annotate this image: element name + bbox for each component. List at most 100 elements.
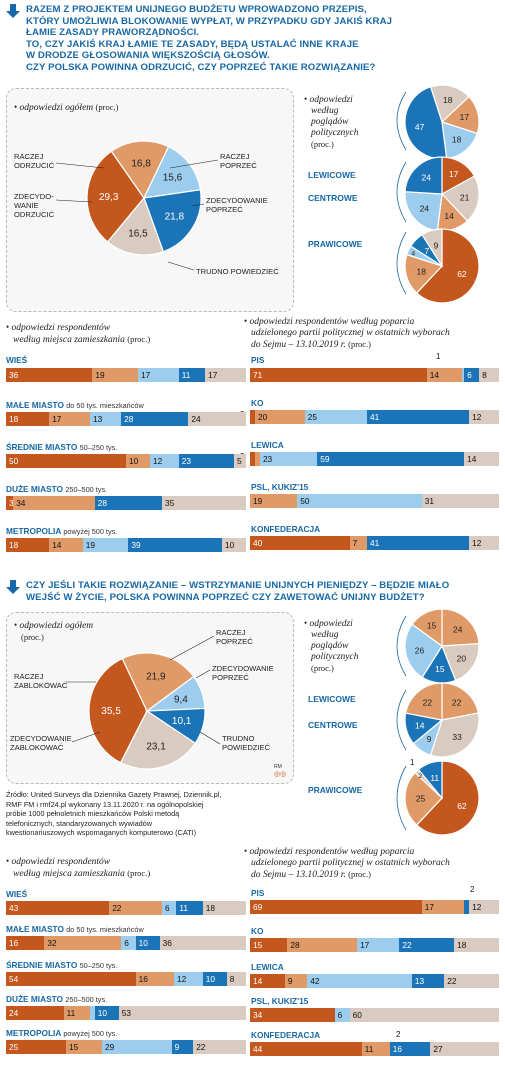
q1-residence-segment: 10	[126, 454, 150, 468]
q2-cat-wies: WIEŚ	[6, 889, 28, 899]
q1-label-zdecydowanie-odrzucic: ZDECYDO- WANIE ODRZUCIĆ	[14, 192, 55, 219]
q1-party-segment	[250, 410, 255, 424]
q1-residence-segment: 50	[6, 454, 126, 468]
q1-residence-segment: 18	[6, 412, 50, 426]
q1-residence-segment-value: 23	[181, 456, 192, 466]
q2-centrowe-value-1: 33	[452, 732, 462, 742]
q1-party-segment: 41	[367, 536, 470, 550]
q2-residence-segment: 18	[202, 901, 246, 915]
q1-party-segment-value: 8	[482, 370, 487, 380]
q1-party-segment-value: 14	[467, 454, 477, 464]
q1-overall-value-4: 16,5	[128, 228, 148, 239]
q2-residence-segment-value: 32	[47, 938, 57, 948]
q2-centrowe-value-3: 14	[415, 721, 425, 731]
q1-party-lewica: LEWICA	[251, 440, 284, 450]
q2-cat-male-miasto: MAŁE MIASTO do 50 tys. mieszkańców	[6, 924, 144, 934]
q1-party-ko: KO	[251, 398, 264, 408]
q1-overall-value-2: 15,6	[163, 173, 183, 184]
q2-centrowe-slice-4	[404, 682, 443, 721]
q2-party-lewica: LEWICA	[251, 962, 284, 972]
q1-residence-segment: 17	[205, 368, 246, 382]
q1-party-segment: 41	[367, 410, 470, 424]
q1-cat-duze-miasto: DUŻE MIASTO 250–500 tys.	[6, 484, 108, 494]
q2-party-segment: 18	[454, 938, 499, 952]
q1-party-pis: PIS	[251, 355, 265, 365]
q1-residence-segment-value: 50	[9, 456, 19, 466]
q2-residence-segment-value: 54	[9, 974, 19, 984]
q2-residence-segment: 16	[6, 936, 45, 950]
q2-party-konfederacja: KONFEDERACJA	[251, 1030, 321, 1040]
q1-group-centrowe: CENTROWE	[308, 193, 358, 203]
q1-lewicowe-value-4: 47	[415, 122, 425, 132]
q1-centrowe-value-3: 24	[420, 204, 430, 214]
q1-party-segment: 12	[469, 410, 499, 424]
q2-party-ko: KO	[251, 926, 264, 936]
q2-party-segment: 13	[411, 974, 445, 988]
q2-residence-segment: 8	[226, 972, 246, 986]
q1-party-segment: 20	[254, 410, 305, 424]
q2-party-segment: 69	[250, 900, 422, 914]
q2-residence-segment: 10	[94, 1006, 119, 1020]
q2-party-segment: 15	[250, 938, 288, 952]
q1-residence-segment: 39	[128, 538, 222, 552]
q1-party-segment-value: 59	[320, 454, 330, 464]
q2-party-row: 69 17 12	[250, 900, 499, 914]
q1-label-zdecydowanie-poprzec: ZDECYDOWANIE POPRZEĆ	[206, 196, 268, 214]
q1-party-segment-value: 50	[300, 496, 310, 506]
q2-residence-segment: 22	[109, 901, 162, 915]
q1-prawicowe-value-1: 18	[416, 266, 426, 276]
q2-residence-segment-value: 6	[124, 938, 129, 948]
q1-centrowe-value-0: 17	[449, 169, 459, 179]
q2-lewicowe-slice-1	[441, 643, 480, 682]
q1-residence-segment-value: 19	[85, 540, 96, 550]
q1-residence-segment-value: 13	[92, 414, 103, 424]
q1-residence-row: 50 10 12 23 5	[6, 454, 246, 468]
q2-overall-value-2: 9,4	[174, 695, 188, 706]
q1-residence-segment-value: 17	[208, 370, 218, 380]
q2-residence-segment-value: 8	[229, 974, 235, 984]
q2-residence-segment-value: 16	[138, 974, 148, 984]
q1-party-row: 19 50 31	[250, 494, 499, 508]
q2-residence-segment: 10	[202, 972, 227, 986]
q1-party-segment-value: 41	[370, 412, 380, 422]
q1-residence-segment: 3	[6, 496, 14, 510]
q1-views-title: • odpowiedzi według poglądów politycznyc…	[304, 94, 359, 149]
q1-party-segment-value: 71	[253, 370, 263, 380]
q1-residence-segment-value: 5	[236, 456, 242, 466]
q2-party-segment-value: 16	[392, 1044, 402, 1054]
q1-residence-row: 18 14 19 39 10	[6, 538, 246, 552]
q1-overall-value-3: 21,8	[165, 212, 185, 223]
arrow-down-icon	[6, 580, 20, 594]
q1-residence-segment: 14	[49, 538, 83, 552]
q1-party-segment	[461, 368, 465, 382]
q2-residence-segment	[89, 1006, 95, 1020]
q1-cat-male-miasto: MAŁE MIASTO do 50 tys. mieszkańców	[6, 400, 144, 410]
q1-lewicowe-slice-1	[429, 84, 470, 124]
q2-ext-konfederacja: 2	[396, 1030, 401, 1039]
q2-party-row: 14 9 42 13 22	[250, 974, 499, 988]
q2-residence-segment: 12	[173, 972, 203, 986]
q1-centrowe-value-2: 14	[444, 211, 454, 221]
q2-overall-value-4: 23,1	[146, 741, 166, 752]
q1-prawicowe-slice-0	[415, 228, 480, 304]
q2-residence-row: 25 15 29 9 22	[6, 1040, 246, 1054]
q1-residence-segment: 19	[82, 538, 129, 552]
q1-prawicowe-slice-1	[404, 253, 444, 294]
q1-residence-segment-value: 28	[97, 498, 108, 508]
q2-party-row: 44 11 16 27	[250, 1042, 499, 1056]
q1-centrowe-slice-1	[441, 175, 480, 222]
q2-overall-title: • odpowiedzi ogółem (proc.)	[14, 620, 94, 642]
q2-residence-segment: 36	[159, 936, 246, 950]
q2-residence-segment-value: 10	[138, 938, 148, 948]
q1-party-segment: 23	[259, 452, 318, 466]
q2-lewicowe-slice-4	[411, 608, 443, 648]
q1-party-segment-value: 7	[352, 538, 358, 548]
q2-party-segment-value: 27	[433, 1044, 443, 1054]
q1-party-segment	[254, 452, 260, 466]
q1-residence-segment: 12	[150, 454, 179, 468]
q1-residence-segment-value: 17	[52, 414, 62, 424]
q1-party-segment-value: 19	[253, 496, 263, 506]
q2-party-segment: 34	[250, 1008, 335, 1022]
q1-residence-segment: 18	[6, 538, 50, 552]
q1-overall-slice-1	[110, 140, 170, 200]
